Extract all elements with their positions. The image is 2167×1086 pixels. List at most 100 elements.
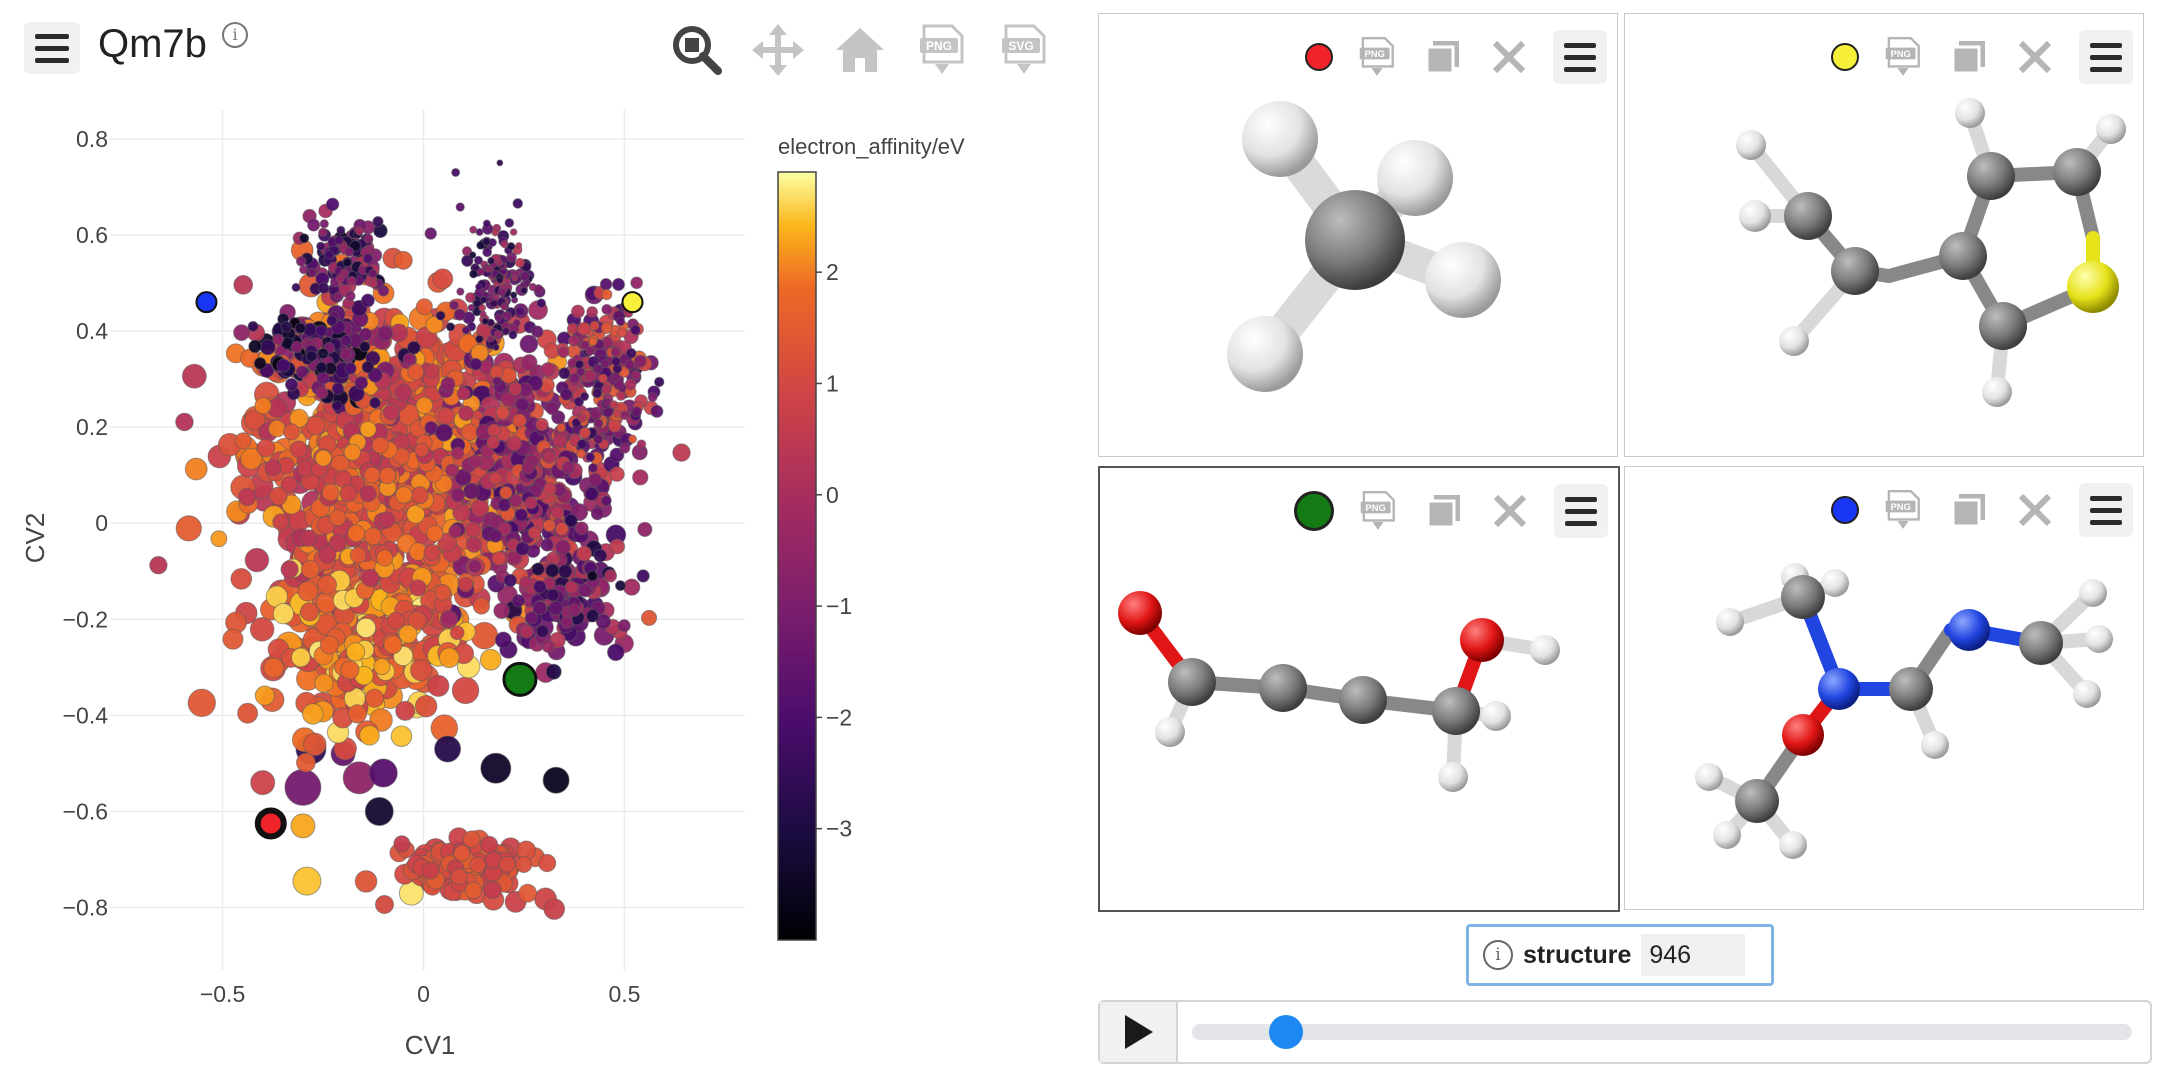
data-point[interactable] [275, 578, 301, 604]
data-point[interactable] [441, 603, 462, 625]
data-point[interactable] [358, 327, 373, 341]
data-point[interactable] [449, 414, 472, 438]
data-point[interactable] [336, 225, 346, 235]
data-point[interactable] [333, 333, 351, 351]
data-point[interactable] [290, 340, 303, 354]
data-point[interactable] [440, 842, 460, 862]
data-point[interactable] [311, 332, 329, 350]
data-point[interactable] [325, 351, 353, 378]
data-point[interactable] [599, 418, 617, 436]
data-point[interactable] [328, 253, 354, 279]
data-point[interactable] [361, 466, 384, 488]
data-point[interactable] [369, 275, 385, 291]
data-point[interactable] [602, 333, 620, 351]
data-point[interactable] [394, 434, 420, 459]
data-point[interactable] [589, 406, 603, 420]
data-point[interactable] [352, 439, 378, 465]
data-point[interactable] [448, 868, 469, 888]
data-point[interactable] [485, 850, 505, 870]
data-point[interactable] [476, 466, 498, 488]
data-point[interactable] [406, 429, 428, 452]
selected-points[interactable] [195, 291, 644, 840]
data-point[interactable] [447, 374, 468, 395]
data-point[interactable] [375, 465, 401, 490]
data-point[interactable] [451, 167, 461, 177]
data-point[interactable] [488, 238, 497, 247]
data-point[interactable] [460, 878, 483, 901]
data-point[interactable] [632, 401, 644, 413]
data-point[interactable] [523, 279, 531, 287]
data-point[interactable] [380, 521, 403, 543]
data-point[interactable] [341, 385, 363, 408]
data-point[interactable] [584, 345, 595, 356]
data-point[interactable] [362, 253, 374, 264]
data-point[interactable] [405, 370, 428, 392]
data-point[interactable] [377, 626, 400, 648]
data-point[interactable] [538, 463, 560, 485]
data-point[interactable] [464, 853, 487, 876]
data-point[interactable] [461, 254, 474, 267]
data-point[interactable] [326, 660, 354, 688]
data-point[interactable] [372, 674, 398, 700]
data-point[interactable] [609, 466, 625, 482]
data-point[interactable] [548, 461, 566, 478]
data-point[interactable] [630, 276, 644, 290]
data-point[interactable] [289, 316, 314, 340]
data-point[interactable] [583, 492, 603, 513]
data-point[interactable] [468, 559, 482, 573]
data-point[interactable] [459, 385, 474, 400]
data-point[interactable] [426, 870, 446, 890]
data-point[interactable] [402, 517, 425, 540]
data-point[interactable] [597, 601, 615, 619]
data-point[interactable] [533, 477, 548, 492]
data-point[interactable] [585, 322, 603, 340]
data-point[interactable] [427, 569, 452, 594]
data-point[interactable] [418, 415, 442, 440]
data-point[interactable] [384, 508, 411, 535]
data-point[interactable] [568, 366, 581, 380]
data-point[interactable] [328, 534, 347, 553]
data-point[interactable] [464, 521, 481, 538]
data-point[interactable] [406, 504, 426, 524]
data-point[interactable] [316, 397, 342, 423]
data-point[interactable] [404, 375, 425, 396]
data-point[interactable] [500, 239, 509, 249]
data-point[interactable] [572, 413, 590, 430]
data-point[interactable] [470, 498, 490, 518]
data-point[interactable] [577, 413, 587, 423]
data-point[interactable] [481, 415, 507, 441]
data-point[interactable] [380, 596, 401, 617]
data-point[interactable] [531, 482, 550, 501]
data-point[interactable] [536, 298, 547, 308]
data-point[interactable] [336, 260, 347, 271]
data-point[interactable] [310, 498, 330, 518]
data-point[interactable] [327, 283, 340, 296]
data-point[interactable] [359, 392, 383, 415]
data-point[interactable] [388, 620, 414, 645]
data-point[interactable] [350, 368, 375, 393]
data-point[interactable] [535, 560, 556, 581]
data-point[interactable] [418, 416, 437, 435]
data-point[interactable] [647, 385, 661, 399]
data-point[interactable] [405, 430, 424, 449]
data-point[interactable] [559, 577, 578, 597]
data-point[interactable] [541, 505, 562, 526]
data-point[interactable] [412, 604, 433, 626]
data-point[interactable] [359, 725, 380, 746]
data-point[interactable] [504, 412, 526, 434]
data-point[interactable] [576, 558, 594, 575]
data-point[interactable] [418, 458, 437, 477]
data-point[interactable] [422, 367, 448, 394]
data-point[interactable] [508, 381, 523, 396]
data-point[interactable] [450, 437, 466, 453]
data-point[interactable] [332, 396, 352, 416]
data-point[interactable] [424, 858, 444, 879]
data-point[interactable] [281, 336, 294, 350]
data-point[interactable] [325, 660, 350, 686]
data-point[interactable] [555, 543, 576, 565]
data-point[interactable] [342, 761, 376, 795]
data-point[interactable] [479, 279, 491, 291]
data-point[interactable] [585, 609, 600, 623]
data-point[interactable] [457, 453, 483, 479]
data-point[interactable] [340, 389, 365, 415]
